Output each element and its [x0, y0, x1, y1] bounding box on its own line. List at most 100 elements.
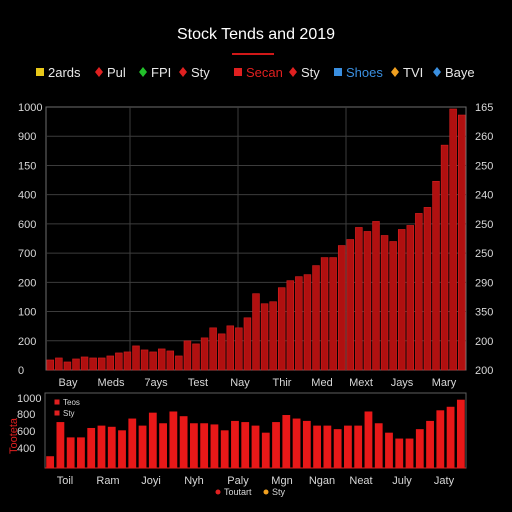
sub-bar: [436, 410, 445, 468]
x-tick-label: Meds: [98, 377, 125, 389]
sub-bar: [220, 430, 229, 468]
main-bar: [89, 357, 97, 371]
main-bar: [72, 358, 80, 371]
sub-x-tick-label: Mgn: [271, 475, 292, 487]
sub-bar: [323, 425, 332, 468]
sub-bar: [169, 411, 178, 468]
x-tick-label: Jays: [391, 377, 414, 389]
sub-y-tick-label: 600: [17, 426, 35, 438]
x-tick-label: Mext: [349, 377, 373, 389]
sub-bar: [77, 437, 85, 468]
sub-x-tick-label: Neat: [349, 475, 372, 487]
main-bar: [80, 356, 89, 371]
y-left-tick-label: 600: [18, 219, 36, 231]
main-bar: [389, 241, 397, 371]
y-right-tick-label: 250: [475, 160, 493, 172]
sub-legend-marker-1: [54, 410, 60, 416]
y-left-tick-label: 900: [18, 131, 36, 143]
sub-bar: [354, 425, 363, 468]
main-bar: [423, 207, 432, 371]
sub-bar: [66, 437, 75, 468]
main-bar: [183, 340, 192, 371]
sub-bar: [138, 425, 147, 468]
sub-bar: [118, 430, 126, 468]
main-bar: [355, 227, 363, 371]
sub-x-tick-label: Jaty: [434, 475, 455, 487]
main-bar: [252, 293, 260, 371]
main-bar: [235, 327, 243, 371]
legend-marker-8: [433, 67, 441, 77]
legend-marker-2: [139, 67, 147, 77]
y-left-tick-label: 0: [18, 365, 24, 377]
sub-y-tick-label: 1000: [17, 393, 41, 405]
main-bar: [200, 337, 209, 371]
sub-bar: [179, 416, 188, 468]
sub-bar: [107, 426, 116, 468]
main-bar: [337, 245, 346, 371]
sub-bar: [241, 422, 250, 468]
sub-x-tick-label: Paly: [227, 475, 249, 487]
y-right-tick-label: 250: [475, 219, 493, 231]
sub-bar: [292, 418, 301, 468]
sub-y-axis-label: Tooteta: [8, 417, 20, 454]
main-bar: [457, 114, 466, 371]
bottom-legend-marker-1: [263, 489, 269, 495]
main-bar: [132, 345, 140, 371]
main-bar: [217, 333, 226, 371]
legend-label-7: TVI: [403, 65, 423, 80]
sub-bar: [159, 423, 167, 468]
sub-y-tick-label: 400: [17, 443, 35, 455]
main-bar: [123, 351, 132, 371]
main-bar: [303, 274, 312, 371]
sub-bar: [251, 425, 260, 468]
sub-bar: [302, 420, 311, 468]
legend-marker-1: [95, 67, 103, 77]
x-tick-label: Thir: [273, 377, 292, 389]
x-tick-label: Test: [188, 377, 208, 389]
sub-bar: [97, 425, 106, 468]
sub-legend-label-0: Teos: [63, 398, 80, 407]
main-bar: [312, 265, 320, 371]
legend-label-0: 2ards: [48, 65, 81, 80]
y-right-tick-label: 200: [475, 365, 493, 377]
main-bar: [46, 359, 55, 371]
x-tick-label: Nay: [230, 377, 250, 389]
top-legend: 2ards Pul FPI Sty Secan Sty Shoes TVI Baye: [36, 65, 475, 80]
main-bar: [269, 301, 277, 371]
legend-label-2: FPI: [151, 65, 171, 80]
main-bar: [157, 348, 166, 371]
x-tick-label: 7ays: [144, 377, 168, 389]
sub-bar: [128, 418, 137, 468]
bottom-legend-label-0: Toutart: [224, 487, 252, 497]
sub-bar: [261, 432, 270, 468]
legend-label-5: Sty: [301, 65, 320, 80]
y-left-tick-label: 200: [18, 336, 36, 348]
y-left-tick-label: 150: [18, 160, 36, 172]
main-bar: [209, 327, 217, 371]
main-bar: [286, 280, 295, 371]
main-bar: [380, 235, 389, 371]
sub-x-tick-label: Joyi: [141, 475, 161, 487]
y-left-tick-label: 400: [18, 190, 36, 202]
y-left-tick-label: 200: [18, 277, 36, 289]
sub-bar: [364, 411, 373, 468]
main-bar: [243, 317, 252, 371]
sub-bar: [415, 429, 424, 468]
y-right-tick-label: 240: [475, 190, 493, 202]
sub-y-tick-label: 800: [17, 409, 35, 421]
sub-legend-marker-0: [54, 399, 60, 405]
main-bar: [97, 357, 106, 371]
sub-x-tick-label: Ram: [96, 475, 119, 487]
main-bar: [440, 144, 449, 371]
y-left-tick-label: 100: [18, 307, 36, 319]
main-bar: [406, 225, 415, 371]
legend-marker-4: [234, 68, 242, 76]
main-bar: [329, 257, 337, 371]
legend-marker-0: [36, 68, 44, 76]
sub-bar: [405, 438, 414, 468]
legend-label-4: Secan: [246, 65, 283, 80]
sub-bar: [148, 412, 157, 468]
sub-bar: [426, 420, 434, 468]
